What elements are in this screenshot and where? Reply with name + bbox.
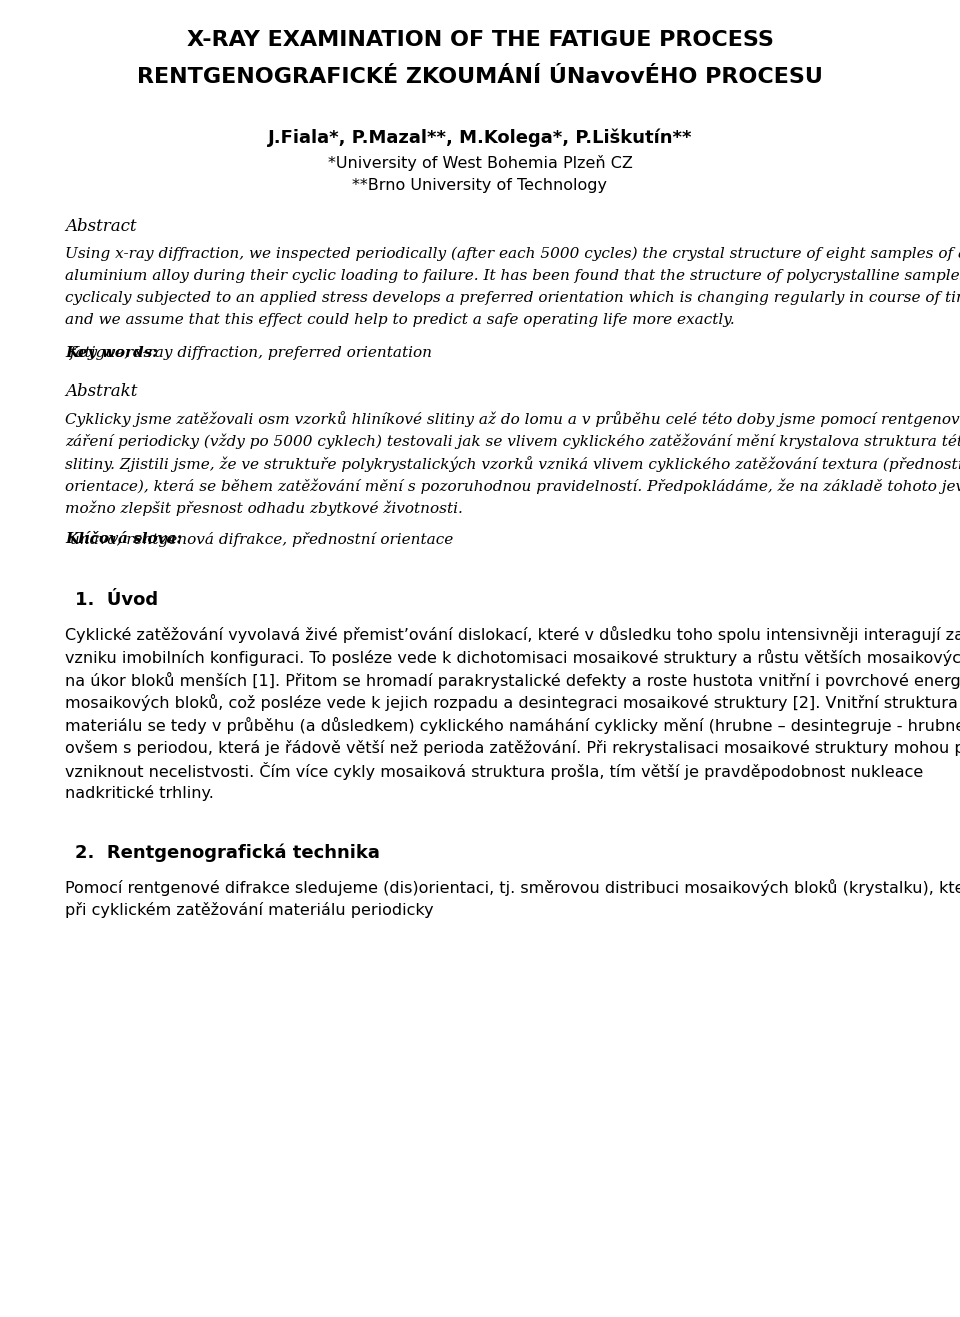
Text: Pomocí rentgenové difrakce sledujeme (dis)orientaci, tj. směrovou distribuci mos: Pomocí rentgenové difrakce sledujeme (di… (65, 878, 960, 896)
Text: Abstract: Abstract (65, 219, 136, 234)
Text: únava, rentgenová difrakce, přednostní orientace: únava, rentgenová difrakce, přednostní o… (65, 532, 453, 548)
Text: na úkor bloků menších [1]. Přitom se hromadí parakrystalické defekty a roste hus: na úkor bloků menších [1]. Přitom se hro… (65, 672, 960, 689)
Text: slitiny. Zjistili jsme, že ve struktuře polykrystalických vzorků vzniká vlivem c: slitiny. Zjistili jsme, že ve struktuře … (65, 456, 960, 471)
Text: aluminium alloy during their cyclic loading to failure. It has been found that t: aluminium alloy during their cyclic load… (65, 269, 960, 283)
Text: cyclicaly subjected to an applied stress develops a preferred orientation which : cyclicaly subjected to an applied stress… (65, 291, 960, 306)
Text: Klíčová slova:: Klíčová slova: (65, 532, 182, 547)
Text: vzniknout necelistvosti. Čím více cykly mosaiková struktura prošla, tím větší je: vzniknout necelistvosti. Čím více cykly … (65, 763, 924, 781)
Text: materiálu se tedy v průběhu (a důsledkem) cyklického namáhání cyklicky mění (hru: materiálu se tedy v průběhu (a důsledkem… (65, 716, 960, 734)
Text: orientace), která se během zatěžování mění s pozoruhodnou pravidelností. Předpok: orientace), která se během zatěžování mě… (65, 478, 960, 494)
Text: *University of West Bohemia Plzeň CZ: *University of West Bohemia Plzeň CZ (327, 155, 633, 171)
Text: J.Fiala*, P.Mazal**, M.Kolega*, P.Liškutín**: J.Fiala*, P.Mazal**, M.Kolega*, P.Liškut… (268, 128, 692, 146)
Text: Abstrakt: Abstrakt (65, 382, 137, 399)
Text: nadkritické trhliny.: nadkritické trhliny. (65, 785, 214, 801)
Text: záření periodicky (vždy po 5000 cyklech) testovali jak se vlivem cyklického zatě: záření periodicky (vždy po 5000 cyklech)… (65, 433, 960, 449)
Text: možno zlepšit přesnost odhadu zbytkové životnosti.: možno zlepšit přesnost odhadu zbytkové ž… (65, 500, 463, 516)
Text: 2.  Rentgenografická technika: 2. Rentgenografická technika (75, 844, 380, 863)
Text: Key words:: Key words: (65, 345, 158, 360)
Text: RENTGENOGRAFICKÉ ZKOUMÁNÍ ÚNavovÉHO PROCESU: RENTGENOGRAFICKÉ ZKOUMÁNÍ ÚNavovÉHO PROC… (137, 67, 823, 87)
Text: fatigue, x-ray diffraction, preferred orientation: fatigue, x-ray diffraction, preferred or… (65, 345, 432, 360)
Text: ovšem s periodou, která je řádově větší než perioda zatěžování. Při rekrystalisa: ovšem s periodou, která je řádově větší … (65, 740, 960, 756)
Text: mosaikových bloků, což posléze vede k jejich rozpadu a desintegraci mosaikové st: mosaikových bloků, což posléze vede k je… (65, 694, 958, 711)
Text: 1.  Úvod: 1. Úvod (75, 591, 158, 610)
Text: and we assume that this effect could help to predict a safe operating life more : and we assume that this effect could hel… (65, 313, 735, 328)
Text: Using x-ray diffraction, we inspected periodically (after each 5000 cycles) the : Using x-ray diffraction, we inspected pe… (65, 248, 960, 261)
Text: Cyklicky jsme zatěžovali osm vzorků hliníkové slitiny až do lomu a v průběhu cel: Cyklicky jsme zatěžovali osm vzorků hlin… (65, 411, 960, 428)
Text: **Brno University of Technology: **Brno University of Technology (352, 178, 608, 192)
Text: vzniku imobilních konfiguraci. To posléze vede k dichotomisaci mosaikové struktu: vzniku imobilních konfiguraci. To posléz… (65, 649, 960, 666)
Text: X-RAY EXAMINATION OF THE FATIGUE PROCESS: X-RAY EXAMINATION OF THE FATIGUE PROCESS (186, 30, 774, 50)
Text: při cyklickém zatěžování materiálu periodicky: při cyklickém zatěžování materiálu perio… (65, 902, 434, 918)
Text: Cyklické zatěžování vyvolavá živé přemist’ování dislokací, které v důsledku toho: Cyklické zatěžování vyvolavá živé přemis… (65, 627, 960, 643)
